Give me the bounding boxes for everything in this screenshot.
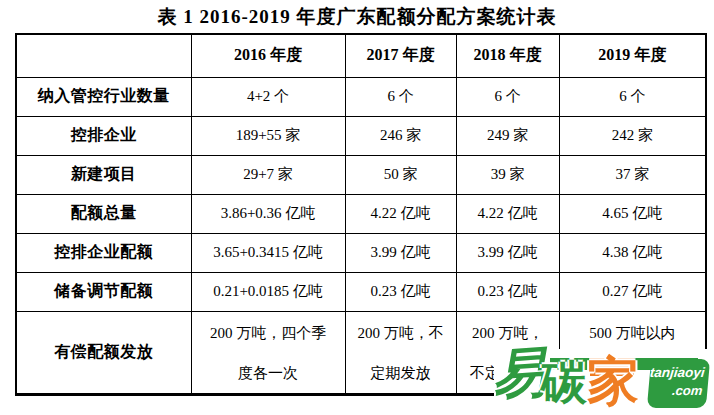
cell: 200 万吨，不 定期发放 <box>345 311 456 394</box>
cell: 50 家 <box>345 155 456 194</box>
row-label: 纳入管控行业数量 <box>16 77 191 116</box>
column-header-2016: 2016 年度 <box>191 34 345 77</box>
row-label: 新建项目 <box>16 155 191 194</box>
cell: 4.22 亿吨 <box>345 194 456 233</box>
table-row: 新建项目 29+7 家 50 家 39 家 37 家 <box>16 155 706 194</box>
table-row: 控排企业配额 3.65+0.3415 亿吨 3.99 亿吨 3.99 亿吨 4.… <box>16 233 706 272</box>
cell: 3.86+0.36 亿吨 <box>191 194 345 233</box>
cell: 4+2 个 <box>191 77 345 116</box>
cell: 3.99 亿吨 <box>456 233 559 272</box>
cell: 0.21+0.0185 亿吨 <box>191 272 345 311</box>
header-row: 2016 年度 2017 年度 2018 年度 2019 年度 <box>16 34 706 77</box>
row-label: 配额总量 <box>16 194 191 233</box>
cell: 29+7 家 <box>191 155 345 194</box>
quota-statistics-table: 2016 年度 2017 年度 2018 年度 2019 年度 纳入管控行业数量… <box>15 33 707 396</box>
column-header-2019: 2019 年度 <box>559 34 706 77</box>
cell: 4.38 亿吨 <box>559 233 706 272</box>
cell: 0.23 亿吨 <box>345 272 456 311</box>
cell: 0.23 亿吨 <box>456 272 559 311</box>
cell: 6 个 <box>456 77 559 116</box>
cell: 246 家 <box>345 116 456 155</box>
cell: 39 家 <box>456 155 559 194</box>
document-page: 表 1 2016-2019 年度广东配额分配方案统计表 2016 年度 2017… <box>0 0 714 415</box>
row-label: 储备调节配额 <box>16 272 191 311</box>
corner-cell <box>16 34 191 77</box>
cell: 6 个 <box>559 77 706 116</box>
cell: 37 家 <box>559 155 706 194</box>
table-row: 有偿配额发放 200 万吨，四个季 度各一次 200 万吨，不 定期发放 200… <box>16 311 706 394</box>
table-row: 控排企业 189+55 家 246 家 249 家 242 家 <box>16 116 706 155</box>
cell: 249 家 <box>456 116 559 155</box>
table-row: 配额总量 3.86+0.36 亿吨 4.22 亿吨 4.22 亿吨 4.65 亿… <box>16 194 706 233</box>
column-header-2018: 2018 年度 <box>456 34 559 77</box>
cell: 3.65+0.3415 亿吨 <box>191 233 345 272</box>
row-label: 控排企业 <box>16 116 191 155</box>
cell: 189+55 家 <box>191 116 345 155</box>
cell: 200 万吨，四个季 度各一次 <box>191 311 345 394</box>
table-row: 储备调节配额 0.21+0.0185 亿吨 0.23 亿吨 0.23 亿吨 0.… <box>16 272 706 311</box>
cell: 6 个 <box>345 77 456 116</box>
column-header-2017: 2017 年度 <box>345 34 456 77</box>
row-label: 有偿配额发放 <box>16 311 191 394</box>
cell: 0.27 亿吨 <box>559 272 706 311</box>
cell: 242 家 <box>559 116 706 155</box>
cell: 3.99 亿吨 <box>345 233 456 272</box>
table-row: 纳入管控行业数量 4+2 个 6 个 6 个 6 个 <box>16 77 706 116</box>
cell: 4.22 亿吨 <box>456 194 559 233</box>
cell: 4.65 亿吨 <box>559 194 706 233</box>
cell: 500 万吨以内 <box>559 311 706 394</box>
table-title: 表 1 2016-2019 年度广东配额分配方案统计表 <box>0 4 714 30</box>
row-label: 控排企业配额 <box>16 233 191 272</box>
cell: 200 万吨， 不定期发放 <box>456 311 559 394</box>
